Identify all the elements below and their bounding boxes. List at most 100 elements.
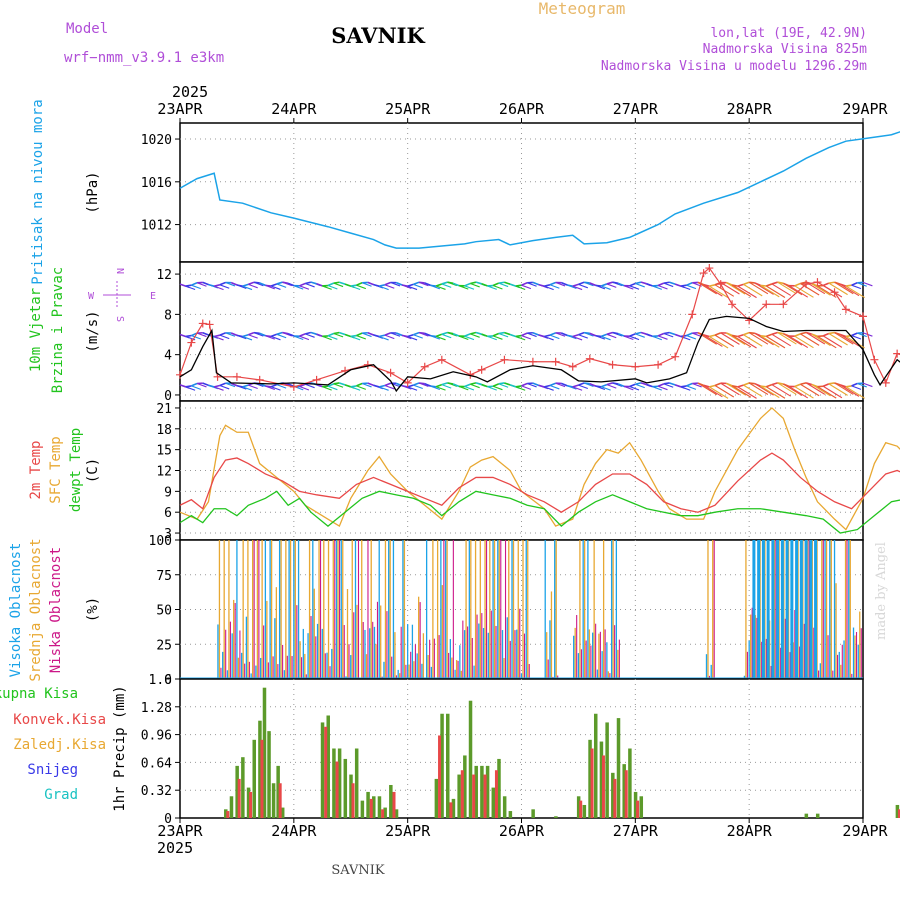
barb-shaft: [481, 333, 488, 338]
barb-shaft: [635, 331, 642, 335]
y-tick-label: 21: [156, 402, 172, 417]
barb-shaft: [407, 283, 414, 287]
barb-shaft: [566, 384, 573, 388]
wind-barb: [600, 335, 611, 341]
wind-barb: [572, 335, 583, 341]
total-precip-bar: [457, 774, 461, 818]
wind-barb: [441, 283, 452, 288]
wind-barb: [817, 335, 837, 349]
barb-shaft: [208, 384, 215, 388]
y-tick-label: 18: [156, 423, 172, 438]
barb-shaft: [185, 334, 192, 338]
wind-barb: [544, 336, 554, 341]
barb-shaft: [834, 281, 841, 285]
barb-shaft: [532, 281, 539, 286]
barb-shaft: [674, 283, 682, 287]
panel-temp: 3 6 9 12 15 18 21 (C) 2m Temp SFC Temp dewpt Temp: [28, 400, 900, 542]
wind-barb: [737, 336, 757, 349]
barb-shaft: [578, 331, 585, 336]
side-label-high: Visoka Oblacnost: [8, 543, 24, 678]
barb-shaft: [248, 331, 255, 336]
conv-precip-bar: [449, 802, 453, 818]
barb-shaft: [498, 331, 505, 335]
barb-shaft: [566, 334, 573, 338]
total-precip-bar: [531, 809, 535, 818]
total-precip-bar: [252, 739, 256, 818]
barb-shaft: [629, 333, 636, 337]
compass-rose: W E N S: [88, 268, 156, 322]
total-precip-bar: [377, 796, 382, 818]
gust-marker: [841, 305, 850, 314]
wind-barb: [828, 383, 848, 396]
barb-shaft: [253, 281, 260, 284]
model-name: wrf−nmm_v3.9.1 e3km: [64, 50, 224, 66]
wind-barb: [845, 335, 865, 349]
barb-shaft: [521, 332, 528, 337]
wind-barb: [743, 384, 763, 398]
total-precip-bar: [480, 765, 484, 818]
panel-cloud: 0 25 50 75 100 (%) Visoka Oblacnost Srednja Obl…: [8, 534, 864, 688]
barb-shaft: [356, 332, 363, 337]
wind-barb: [441, 384, 452, 389]
wind-barb: [834, 281, 854, 295]
barb-shaft: [470, 331, 477, 335]
barb-shaft: [743, 331, 750, 336]
barb-shaft: [475, 331, 482, 335]
unit-label: (m/s): [85, 310, 101, 352]
conv-precip-bar: [636, 800, 640, 818]
barb-shaft: [714, 332, 722, 336]
barb-shaft: [697, 382, 704, 387]
barb-shaft: [424, 332, 431, 337]
barb-shaft: [509, 333, 517, 338]
total-precip-bar: [616, 718, 621, 818]
total-precip-bar: [599, 741, 604, 818]
barb-shaft: [401, 284, 408, 287]
elevation-label: Nadmorska Visina 825m: [703, 42, 868, 57]
total-precip-bar: [235, 765, 239, 818]
barb-shaft: [276, 331, 283, 336]
barb-shaft: [646, 383, 653, 388]
gust-marker: [289, 382, 298, 391]
barb-shaft: [612, 281, 619, 285]
total-precip-bar: [280, 807, 285, 818]
y-tick-label: 3: [164, 527, 172, 542]
barb-shaft: [612, 382, 619, 385]
side-label-dewpt: dewpt Temp: [68, 428, 84, 512]
wind-barb: [270, 335, 281, 341]
wind-barb: [578, 334, 588, 339]
gust-marker: [779, 300, 788, 309]
x-tick-label-bottom: 29APR: [842, 822, 888, 840]
unit-label: (%): [85, 597, 101, 622]
wind-barb: [743, 334, 763, 347]
barb-shaft: [572, 283, 579, 287]
barb-shaft: [600, 383, 608, 388]
gust-marker: [859, 312, 867, 321]
barb-shaft: [230, 281, 238, 286]
precip-legend-4: Grad: [44, 787, 78, 803]
total-precip-bar: [605, 722, 609, 818]
barb-shaft: [418, 382, 425, 385]
barb-shaft: [327, 383, 334, 387]
barb-shaft: [310, 281, 317, 285]
wind-barb: [794, 285, 814, 298]
barb-shaft: [640, 331, 647, 335]
barb-shaft: [481, 383, 488, 388]
y-tick-label: 6: [164, 506, 172, 521]
side-label-sfc: SFC Temp: [48, 436, 64, 503]
precip-bars: [224, 687, 900, 818]
barb-shaft: [544, 384, 551, 388]
wind-barb: [703, 384, 723, 398]
total-precip-bar: [394, 809, 399, 818]
barb-shaft: [413, 331, 420, 336]
wind-barb: [191, 385, 201, 390]
wind-barb: [635, 333, 645, 338]
barb-shaft: [242, 333, 249, 338]
barb-shaft: [191, 282, 198, 286]
barb-shaft: [282, 331, 289, 335]
wind-barb: [771, 283, 791, 296]
unit-label: 1hr Precip (mm): [112, 685, 128, 811]
barb-shaft: [760, 284, 767, 287]
wind-barb: [185, 386, 196, 391]
barb-shaft: [584, 281, 590, 284]
total-precip-bar: [326, 715, 330, 818]
